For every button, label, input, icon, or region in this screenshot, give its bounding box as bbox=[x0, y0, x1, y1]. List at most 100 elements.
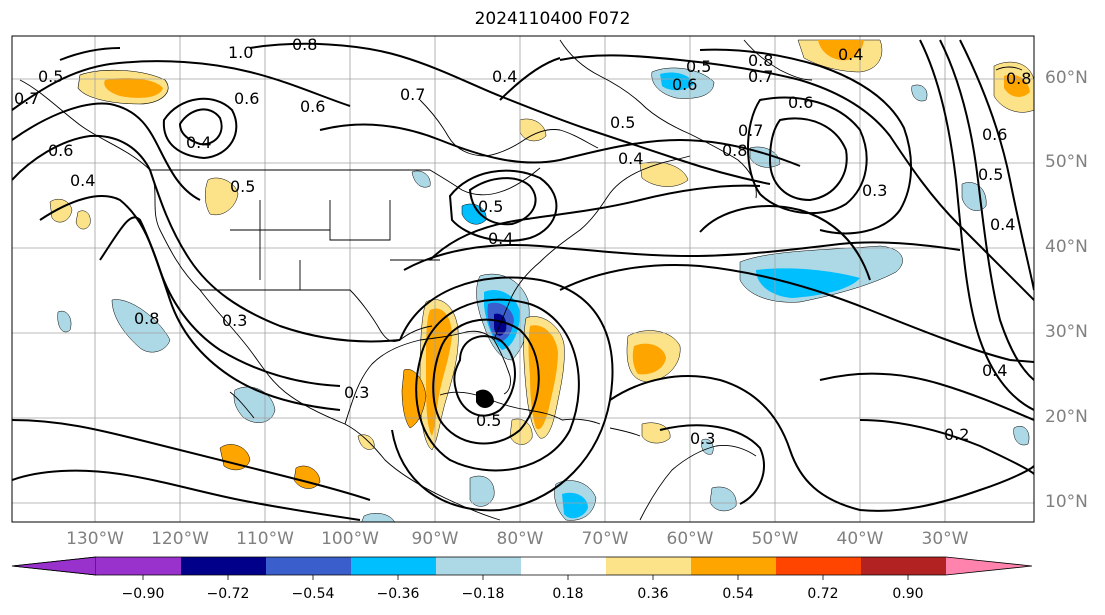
shade-cuba-orange bbox=[401, 369, 427, 429]
shade-venezuela-blue bbox=[709, 486, 737, 512]
colorbar-tick-label: −0.18 bbox=[461, 586, 505, 602]
contour-label: 0.4 bbox=[186, 133, 211, 152]
shade-pacific-ca-blue-2 bbox=[361, 513, 395, 522]
latitude-label: 20°N bbox=[1045, 407, 1088, 427]
colorbar-outline bbox=[11, 556, 1033, 576]
longitude-label: 80°W bbox=[496, 529, 544, 549]
shade-hurricane-core bbox=[476, 389, 494, 408]
contour-label: 0.3 bbox=[690, 429, 715, 448]
contour-label: 0.8 bbox=[292, 35, 317, 54]
latitude-label: 40°N bbox=[1045, 237, 1088, 257]
colorbar-bin bbox=[606, 557, 691, 575]
coastlines bbox=[19, 39, 1023, 521]
contour-label: 0.8 bbox=[1006, 69, 1031, 88]
colorbar-tick-label: 0.72 bbox=[807, 586, 839, 602]
contour-label: 0.6 bbox=[982, 125, 1007, 144]
colorbar-bin bbox=[351, 557, 436, 575]
colorbar-bin bbox=[266, 557, 351, 575]
longitude-label: 90°W bbox=[411, 529, 459, 549]
colorbar-bin bbox=[521, 557, 606, 575]
longitude-label: 120°W bbox=[151, 529, 209, 549]
longitude-label: 100°W bbox=[321, 529, 379, 549]
contour-label: 0.6 bbox=[672, 75, 697, 94]
contour-label: 0.3 bbox=[862, 181, 887, 200]
colorbar-bin bbox=[861, 557, 946, 575]
contour-label: 0.6 bbox=[48, 141, 73, 160]
shade-atlantic-cyan-band bbox=[756, 268, 860, 298]
map-title: 2024110400 F072 bbox=[474, 9, 631, 29]
colorbar-tick-label: −0.90 bbox=[121, 586, 165, 602]
latitude-label: 60°N bbox=[1045, 68, 1088, 88]
shade-pacific-blue-2 bbox=[57, 310, 72, 333]
shade-pacific-ca-blue bbox=[469, 475, 495, 507]
contour-label: 0.4 bbox=[982, 361, 1007, 380]
colorbar-tick-label: −0.36 bbox=[376, 586, 420, 602]
colorbar-bin bbox=[691, 557, 776, 575]
contour-label: 0.2 bbox=[944, 425, 969, 444]
contour-label: 0.8 bbox=[722, 141, 747, 160]
shade-caribbean-yellow bbox=[509, 418, 533, 445]
shade-east-blue bbox=[1013, 426, 1030, 446]
shade-atlantic-sub-orange bbox=[632, 343, 666, 375]
contour-label: 0.5 bbox=[476, 411, 501, 430]
contour-label: 0.4 bbox=[618, 149, 643, 168]
colorbar-tick-label: 0.54 bbox=[722, 586, 754, 602]
contour-label: 0.5 bbox=[230, 177, 255, 196]
contour-label: 0.3 bbox=[222, 311, 247, 330]
shade-central-am-cyan bbox=[562, 492, 588, 519]
shade-pacific-blue bbox=[111, 299, 171, 353]
contour-labels: 1.0 0.8 0.5 0.7 0.6 0.4 0.4 0.5 0.4 0.7 … bbox=[14, 35, 1031, 448]
shade-iceland-orange bbox=[1004, 74, 1030, 97]
colorbar bbox=[11, 556, 1033, 580]
contour-label: 0.4 bbox=[838, 45, 863, 64]
colorbar-tick-label: −0.54 bbox=[291, 586, 335, 602]
contour-label: 0.4 bbox=[488, 229, 513, 248]
longitude-label: 130°W bbox=[66, 529, 124, 549]
longitude-label: 30°W bbox=[921, 529, 969, 549]
latitude-label: 10°N bbox=[1045, 492, 1088, 512]
longitude-label: 50°W bbox=[751, 529, 799, 549]
contour-label: 0.6 bbox=[788, 93, 813, 112]
map-frame bbox=[11, 35, 1035, 523]
contour-lines bbox=[12, 39, 1034, 521]
contour-label: 0.7 bbox=[400, 85, 425, 104]
contour-label: 0.7 bbox=[748, 67, 773, 86]
shade-caribbean-blue bbox=[701, 438, 714, 455]
colorbar-bin bbox=[436, 557, 521, 575]
latitude-label: 50°N bbox=[1045, 152, 1088, 172]
shade-east-us-blue bbox=[411, 170, 431, 188]
contour-label: 0.3 bbox=[344, 383, 369, 402]
latitude-label: 30°N bbox=[1045, 322, 1088, 342]
contour-label: 0.6 bbox=[234, 89, 259, 108]
colorbar-tick-label: 0.18 bbox=[552, 586, 584, 602]
colorbar-tick-label: 0.36 bbox=[637, 586, 669, 602]
longitude-label: 110°W bbox=[236, 529, 294, 549]
longitude-label: 60°W bbox=[666, 529, 714, 549]
contour-label: 0.7 bbox=[14, 89, 39, 108]
colorbar-max-arrow bbox=[946, 557, 1032, 575]
contour-label: 0.4 bbox=[990, 215, 1015, 234]
colorbar-bin bbox=[96, 557, 181, 575]
shade-lesser-antilles-yellow bbox=[641, 422, 671, 444]
contour-label: 0.5 bbox=[610, 113, 635, 132]
contour-label: 0.8 bbox=[748, 51, 773, 70]
shade-newfoundland-yellow bbox=[639, 161, 689, 187]
shade-labrador-cyan bbox=[660, 72, 694, 91]
shade-mexico-orange bbox=[219, 444, 251, 471]
colorbar-tick-label: −0.72 bbox=[206, 586, 250, 602]
contour-label: 0.4 bbox=[492, 67, 517, 86]
shade-alaska-orange bbox=[104, 78, 163, 98]
shade-quebec-yellow bbox=[519, 118, 547, 142]
shade-greenland-sm-blue bbox=[911, 84, 928, 102]
contour-label: 0.6 bbox=[300, 97, 325, 116]
contour-label: 0.5 bbox=[978, 165, 1003, 184]
contour-label: 0.5 bbox=[686, 57, 711, 76]
contour-label: 0.5 bbox=[38, 67, 63, 86]
longitude-label: 70°W bbox=[581, 529, 629, 549]
contour-label: 0.7 bbox=[738, 121, 763, 140]
contour-label: 1.0 bbox=[228, 43, 253, 62]
contour-label: 0.8 bbox=[134, 309, 159, 328]
colorbar-tick-label: 0.90 bbox=[892, 586, 924, 602]
shade-rockies-yellow bbox=[205, 177, 239, 216]
